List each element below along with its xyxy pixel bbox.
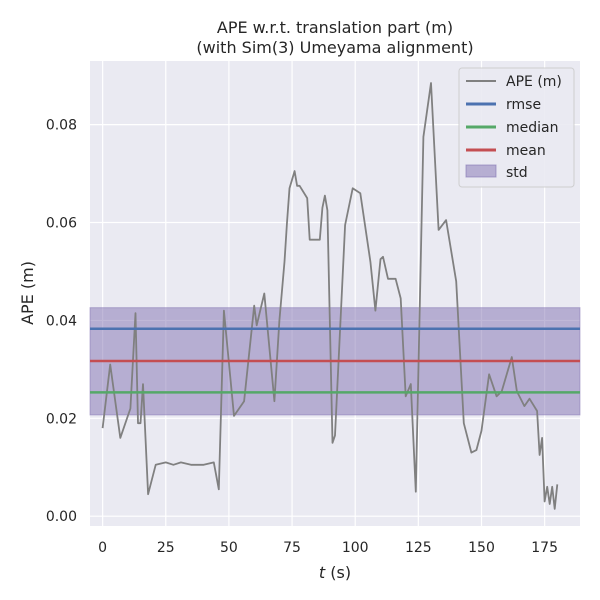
x-tick-label: 100: [342, 540, 369, 556]
legend: APE (m) rmse median mean std: [458, 67, 575, 188]
y-tick-label: 0.00: [46, 509, 77, 525]
y-tick-label: 0.08: [46, 118, 77, 134]
x-tick-label: 175: [531, 540, 558, 556]
x-tick-label: 0: [98, 540, 107, 556]
y-axis-label: APE (m): [18, 261, 37, 325]
x-tick-label: 50: [220, 540, 238, 556]
chart-title: APE w.r.t. translation part (m): [217, 18, 453, 37]
y-tick-label: 0.02: [46, 411, 77, 427]
legend-std-swatch: [465, 164, 497, 178]
legend-std-label: std: [506, 165, 528, 181]
y-tick-labels: 0.00 0.02 0.04 0.06 0.08: [46, 118, 77, 526]
ape-series: [101, 82, 559, 510]
legend-mean-label: mean: [506, 143, 546, 159]
x-tick-labels: 0 25 50 75 100 125 150 175: [98, 540, 558, 556]
stat-lines: [90, 327, 580, 394]
legend-median-label: median: [506, 120, 558, 136]
legend-frame: [458, 67, 575, 188]
x-tick-label: 75: [283, 540, 301, 556]
x-tick-label: 25: [157, 540, 175, 556]
y-tick-label: 0.06: [46, 216, 77, 232]
x-tick-label: 125: [405, 540, 432, 556]
chart-subtitle: (with Sim(3) Umeyama alignment): [196, 38, 473, 57]
x-axis-label: t (s): [319, 563, 351, 582]
x-tick-label: 150: [468, 540, 495, 556]
y-tick-label: 0.04: [46, 313, 77, 329]
legend-rmse-label: rmse: [506, 97, 541, 113]
ape-line: [101, 82, 559, 510]
legend-ape-label: APE (m): [506, 74, 562, 90]
